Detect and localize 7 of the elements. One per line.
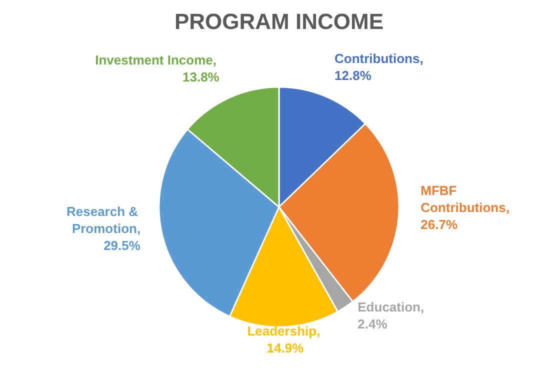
slice-label: Leadership, 14.9%: [247, 323, 320, 356]
slice-label: Research & Promotion, 29.5%: [66, 204, 141, 254]
slice-label: MFBF Contributions, 26.7%: [420, 183, 510, 232]
chart-title: PROGRAM INCOME: [174, 9, 384, 34]
slice-label: Contributions, 12.8%: [334, 50, 424, 83]
slice-label: Investment Income, 13.8%: [95, 52, 220, 85]
slice-label: Education, 2.4%: [358, 300, 424, 332]
